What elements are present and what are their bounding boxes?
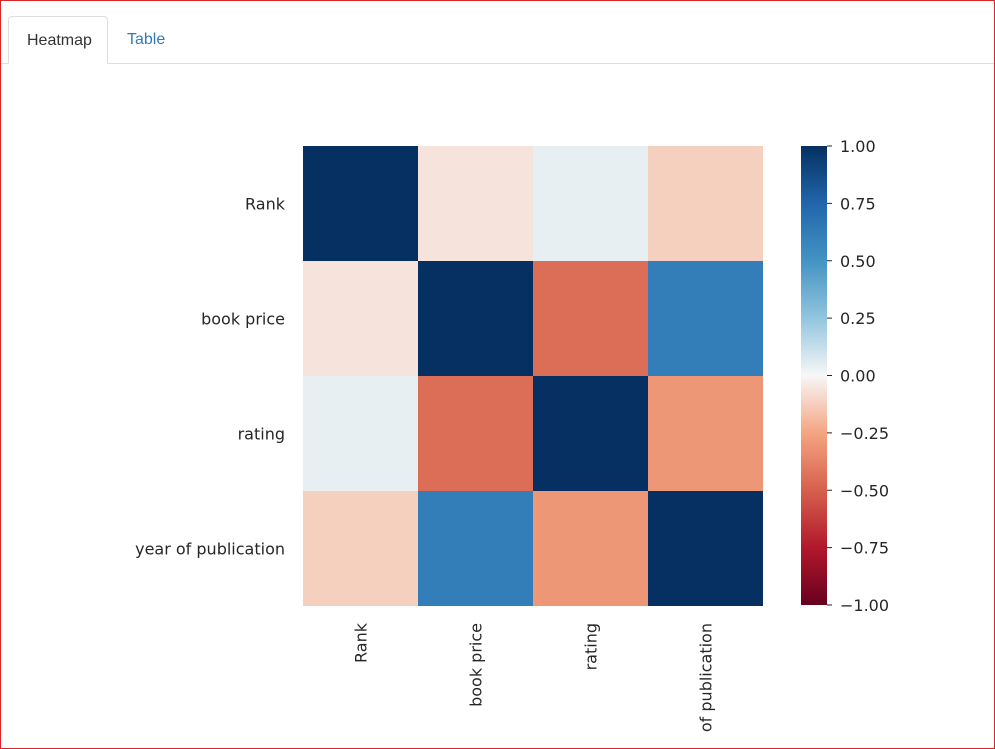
heatmap-cell-3-0 [303,491,418,606]
column-label: book price [467,623,486,707]
colorbar-tick-label: 0.00 [840,367,876,386]
colorbar-tick-label: −0.75 [840,539,889,558]
heatmap-cell-0-1 [418,146,533,261]
heatmap-cell-0-2 [533,146,648,261]
tab-heatmap[interactable]: Heatmap [8,16,108,64]
heatmap-cell-3-2 [533,491,648,606]
colorbar-tick-label: 0.50 [840,252,876,271]
column-label: Rank [352,622,371,663]
row-label: Rank [245,195,286,214]
heatmap-cell-1-0 [303,261,418,376]
heatmap-cell-1-1 [418,261,533,376]
column-label: of publication [697,623,716,732]
heatmap-cell-2-1 [418,376,533,491]
tab-bar: Heatmap Table [1,1,994,64]
heatmap-cell-1-3 [648,261,763,376]
colorbar [801,146,827,605]
heatmap-cell-2-3 [648,376,763,491]
row-label: year of publication [135,540,285,559]
column-label: rating [582,623,601,670]
colorbar-tick-label: −1.00 [840,596,889,615]
heatmap-cell-0-3 [648,146,763,261]
heatmap-cell-1-2 [533,261,648,376]
heatmap-cell-3-1 [418,491,533,606]
heatmap-cell-3-3 [648,491,763,606]
heatmap-cell-2-0 [303,376,418,491]
colorbar-tick-label: −0.25 [840,424,889,443]
tab-table[interactable]: Table [127,31,166,48]
row-label: book price [201,310,285,329]
colorbar-tick-label: 1.00 [840,137,876,156]
row-label: rating [238,425,285,444]
colorbar-tick-label: 0.25 [840,309,876,328]
heatmap-cell-2-2 [533,376,648,491]
colorbar-tick-label: 0.75 [840,194,876,213]
colorbar-tick-label: −0.50 [840,481,889,500]
heatmap-cell-0-0 [303,146,418,261]
